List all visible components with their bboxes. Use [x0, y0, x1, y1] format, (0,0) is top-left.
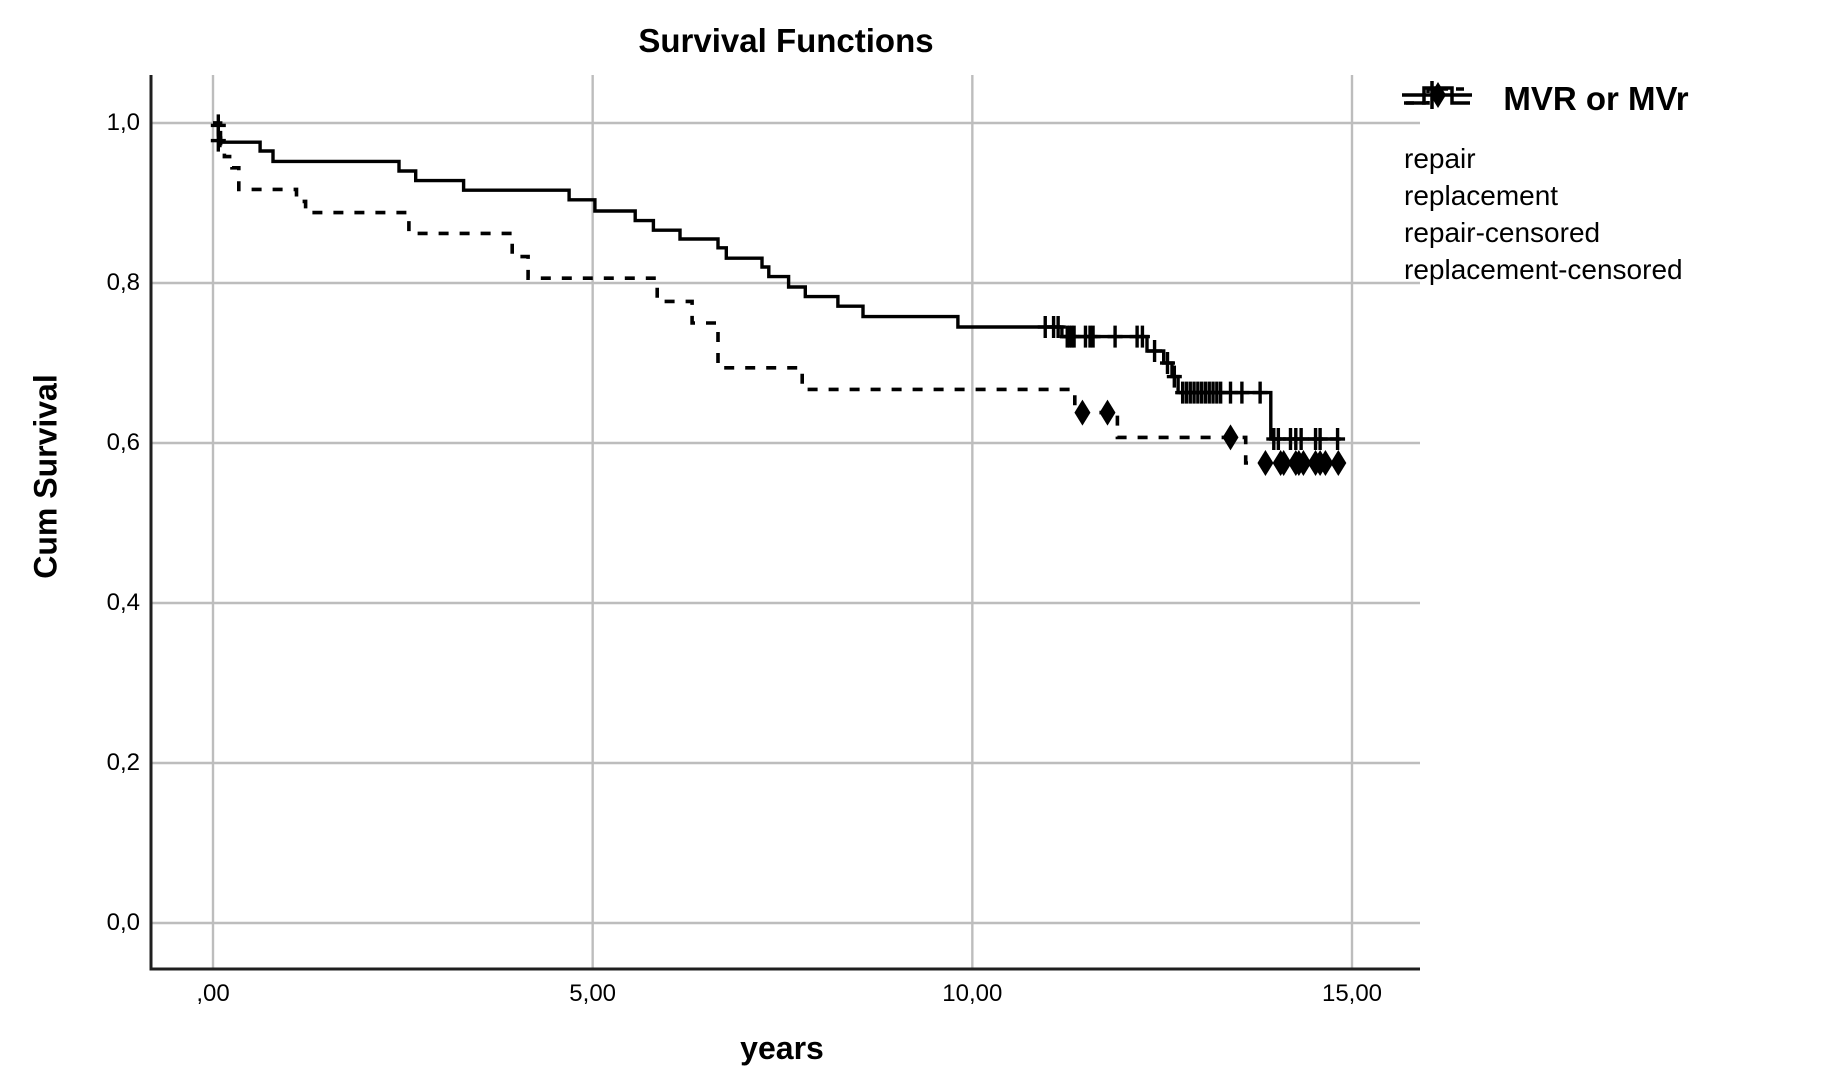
replacement-censored-plus-icon [1402, 81, 1472, 109]
y-tick-label: 0,6 [106, 429, 140, 456]
repair-censored-diamond-mark [1317, 450, 1334, 476]
y-tick-label: 0,8 [106, 269, 140, 296]
legend-item-label: repair-censored [1404, 216, 1601, 248]
legend-item-label: repair [1404, 142, 1476, 174]
x-tick-label: 5,00 [569, 980, 617, 1007]
repair-censored-diamond-mark [1257, 450, 1274, 476]
legend-item-replacement-censored: replacement-censored [1402, 81, 1824, 288]
legend: MVR or MVr repair replacement repair-cen… [1402, 80, 1824, 288]
repair-censored-diamond-mark [1074, 399, 1091, 426]
y-tick-label: 0,2 [106, 749, 140, 776]
legend-item-repair: repair [1402, 87, 1824, 177]
x-tick-label: ,00 [196, 980, 230, 1007]
x-tick-label: 10,00 [942, 980, 1003, 1007]
x-axis-title: years [740, 1030, 824, 1066]
legend-item-label: replacement-censored [1404, 253, 1683, 285]
repair-curve [213, 121, 1341, 465]
y-tick-label: 0,0 [106, 909, 140, 936]
y-tick-label: 0,4 [106, 589, 140, 616]
legend-item-replacement: replacement [1402, 86, 1824, 214]
repair-censored-diamond-mark [1330, 450, 1347, 476]
legend-item-label: replacement [1404, 179, 1559, 211]
repair-censored-diamond-mark [1099, 399, 1116, 426]
repair-censored-diamond-mark [1222, 424, 1239, 451]
chart-title: Survival Functions [638, 22, 934, 59]
repair-censored-diamond-mark [1295, 450, 1312, 476]
y-axis-title: Cum Survival [27, 374, 64, 579]
replacement-curve [213, 121, 1341, 441]
y-tick-label: 1,0 [106, 109, 140, 136]
legend-title: MVR or MVr [1503, 80, 1689, 117]
repair-censored-diamond-mark [1275, 450, 1292, 476]
legend-item-repair-censored: repair-censored [1402, 82, 1824, 251]
x-tick-label: 15,00 [1321, 980, 1383, 1007]
